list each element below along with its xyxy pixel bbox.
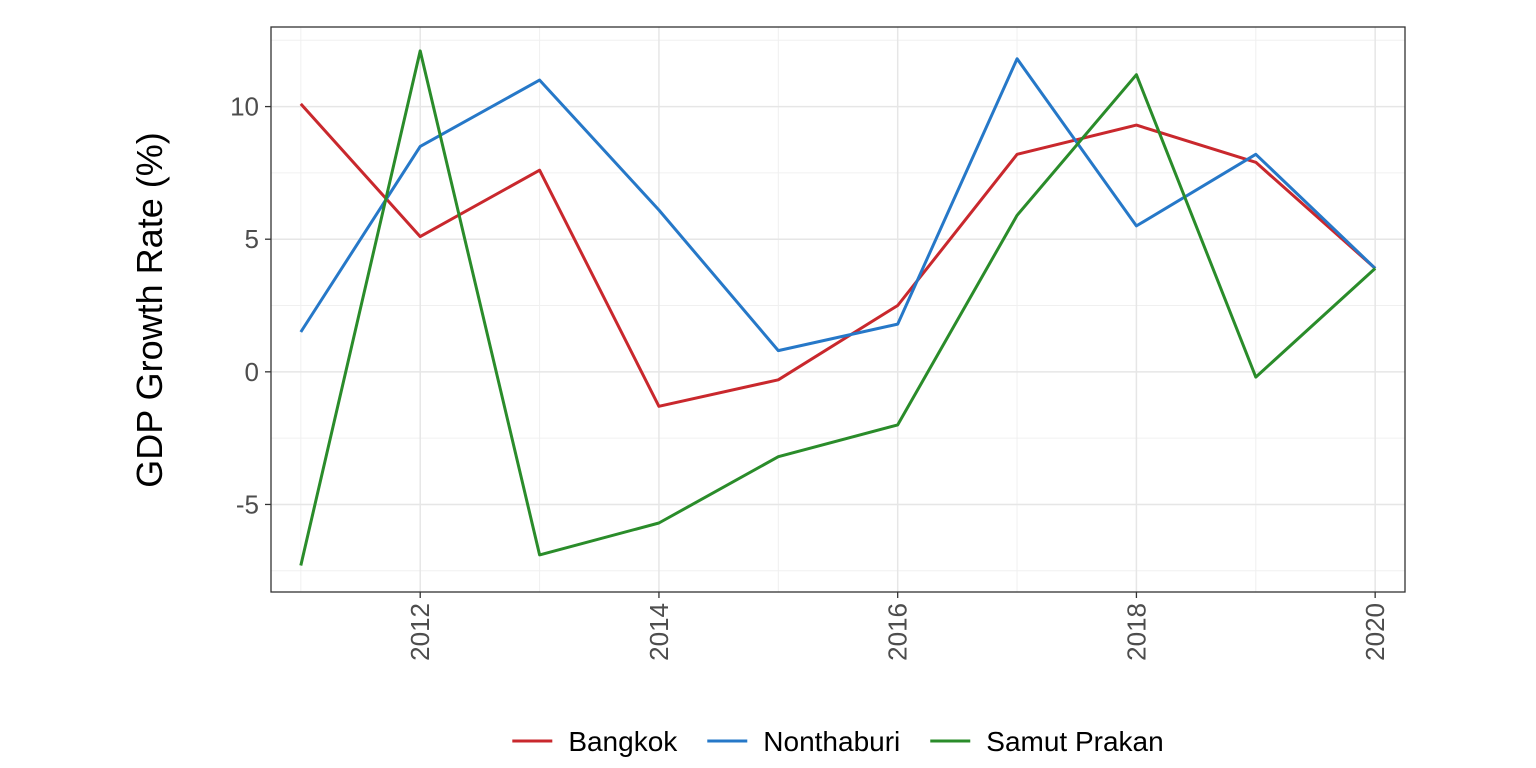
legend-item-nonthaburi: Nonthaburi	[707, 726, 900, 757]
y-axis: -5 0 5 10	[230, 92, 271, 519]
x-tick-label: 2016	[883, 603, 913, 661]
series-line-samut-prakan	[299, 49, 1377, 566]
legend: Bangkok Nonthaburi Samut Prakan	[512, 726, 1164, 757]
plot-border	[270, 26, 1406, 593]
y-tick-label: -5	[236, 489, 259, 519]
minor-grid	[271, 27, 1405, 592]
major-grid	[271, 27, 1405, 592]
legend-label: Samut Prakan	[986, 726, 1163, 757]
y-axis-title: GDP Growth Rate (%)	[129, 132, 170, 487]
x-tick-label: 2012	[405, 603, 435, 661]
series-lines	[299, 49, 1377, 566]
plot-panel	[271, 27, 1405, 592]
x-tick-label: 2018	[1121, 603, 1151, 661]
y-tick-label: 5	[245, 224, 259, 254]
series-line-nonthaburi	[299, 57, 1377, 353]
legend-item-samut-prakan: Samut Prakan	[930, 726, 1164, 757]
x-axis: 2012 2014 2016 2018 2020	[405, 592, 1390, 661]
y-tick-label: 0	[245, 357, 259, 387]
x-tick-label: 2020	[1360, 603, 1390, 661]
legend-label: Nonthaburi	[763, 726, 900, 757]
y-tick-label: 10	[230, 92, 259, 122]
x-tick-label: 2014	[644, 603, 674, 661]
legend-item-bangkok: Bangkok	[512, 726, 678, 757]
series-line-bangkok	[299, 102, 1377, 408]
legend-label: Bangkok	[568, 726, 678, 757]
